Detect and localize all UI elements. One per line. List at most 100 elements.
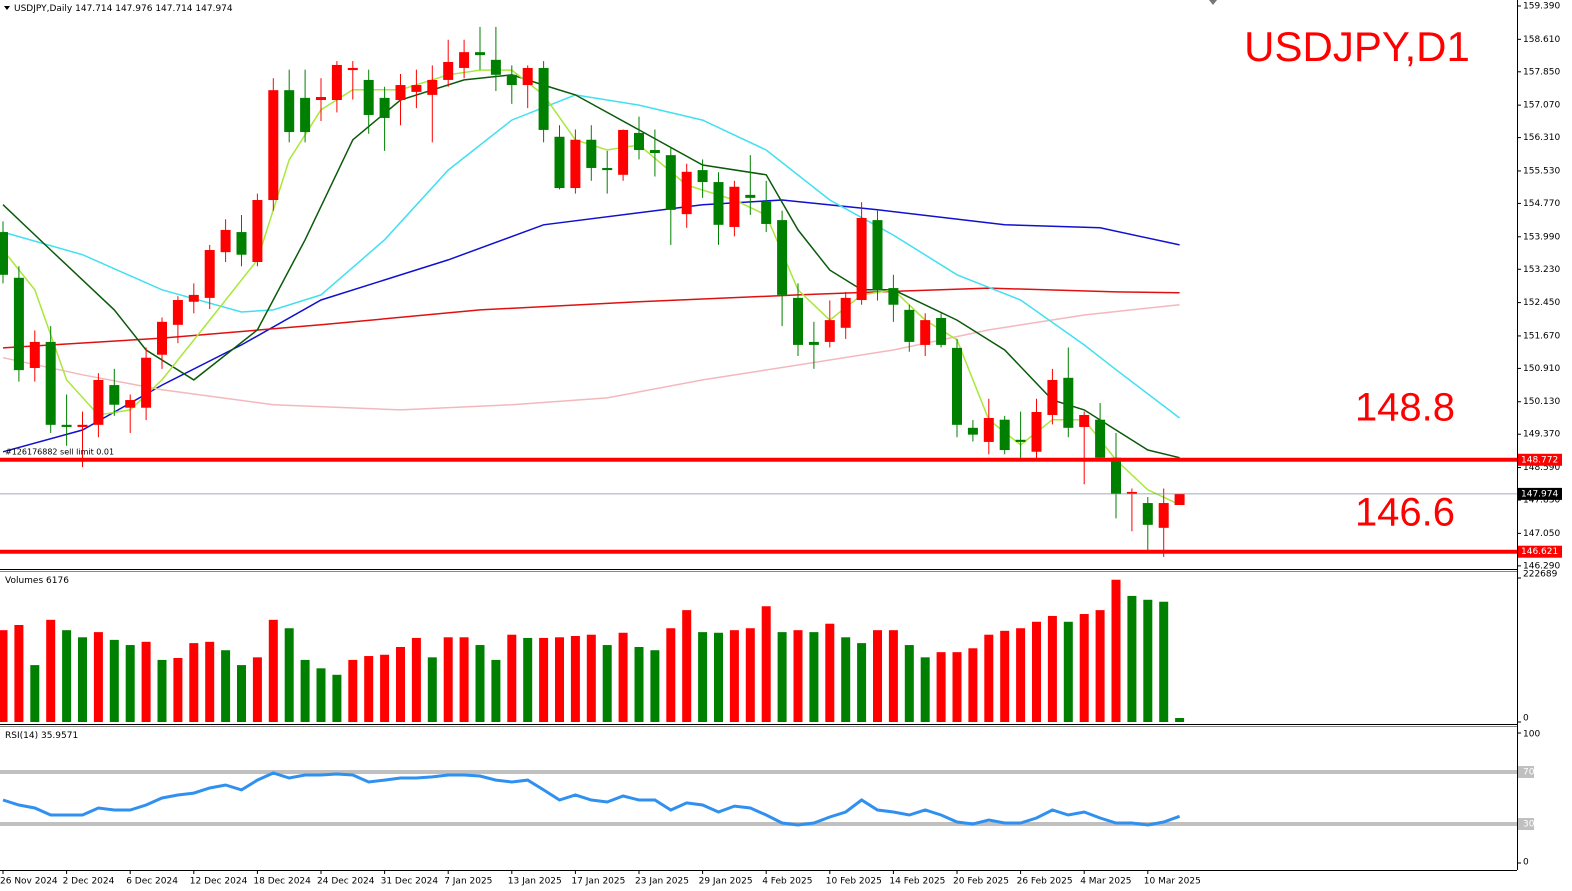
candle-body	[1142, 503, 1153, 525]
x-tick-label: 20 Feb 2025	[953, 877, 1009, 887]
candle-body	[443, 61, 454, 80]
candle-body	[586, 139, 597, 168]
volume-bar	[300, 659, 310, 722]
level-axis-label: 146.621	[1521, 547, 1558, 557]
level-axis-label: 148.772	[1521, 455, 1558, 465]
candle-body	[1095, 419, 1106, 458]
volume-bar	[841, 637, 851, 722]
y-tick-label: 159.390	[1523, 1, 1560, 11]
candle-body	[459, 52, 470, 68]
candle-body	[61, 424, 72, 427]
candle-body	[936, 317, 947, 345]
candle-body	[570, 139, 581, 189]
volume-bar	[936, 652, 946, 722]
volume-bar	[0, 630, 8, 722]
candle-body	[252, 200, 263, 262]
moving-average	[2, 69, 1180, 506]
x-tick-label: 13 Jan 2025	[508, 877, 562, 887]
low: 147.714	[155, 4, 192, 14]
volume-bar	[1127, 595, 1137, 722]
volume-bar	[1000, 630, 1010, 722]
candle-body	[872, 220, 883, 290]
volume-bar	[507, 634, 517, 722]
candle-body	[0, 232, 8, 275]
candle-body	[856, 217, 867, 301]
menu-arrow	[4, 6, 10, 10]
candle-body	[554, 136, 565, 189]
moving-average	[2, 199, 1180, 453]
volume-bar	[793, 630, 803, 722]
candle-body	[300, 97, 311, 133]
candle-body	[793, 297, 803, 345]
candle-body	[920, 320, 931, 345]
candle-body	[395, 85, 406, 101]
x-tick-label: 26 Nov 2024	[0, 877, 58, 887]
volume-bar	[189, 643, 199, 722]
candle-body	[649, 150, 660, 154]
candle-body	[188, 294, 199, 302]
candle-body	[347, 67, 358, 71]
candle-body	[93, 379, 104, 425]
y-tick-label: 147.050	[1523, 529, 1560, 539]
volume-bar	[570, 635, 580, 722]
x-tick-label: 31 Dec 2024	[381, 877, 439, 887]
volume-current: 6176	[46, 576, 69, 586]
high: 147.976	[115, 4, 152, 14]
volume-bar	[634, 646, 644, 722]
volume-bar	[1143, 599, 1153, 722]
x-tick-label: 14 Feb 2025	[889, 877, 945, 887]
volume-bar	[459, 637, 469, 722]
volume-bar	[825, 623, 835, 722]
candle-body	[284, 90, 295, 133]
volume-bar	[666, 628, 676, 722]
volume-bar	[1111, 579, 1121, 722]
moving-average	[2, 303, 1180, 411]
volume-bar	[618, 632, 628, 722]
candle-body	[45, 341, 56, 425]
candle-body	[172, 300, 183, 325]
candle-body	[141, 357, 152, 408]
volume-name: Volumes	[5, 576, 43, 586]
volume-bar	[348, 659, 358, 722]
y-tick-label: 151.670	[1523, 331, 1560, 341]
y-tick-label: 156.310	[1523, 133, 1560, 143]
volume-bar	[1159, 601, 1169, 722]
level-label: 146.6	[1355, 491, 1455, 535]
rsi-line	[2, 771, 1181, 827]
candle-body	[204, 250, 215, 298]
candle-body	[808, 341, 819, 345]
volume-bar	[284, 628, 294, 722]
volume-bar	[984, 634, 994, 722]
volume-bar	[523, 637, 533, 722]
volume-bar	[714, 632, 723, 722]
candle-body	[1158, 503, 1169, 528]
moving-average	[2, 287, 1180, 349]
volume-bar	[237, 665, 246, 722]
rsi-title: RSI(14) 35.9571	[5, 731, 78, 741]
candle-body	[475, 52, 485, 56]
volume-bar	[268, 619, 278, 722]
candle-body	[490, 59, 501, 75]
volume-bar	[1079, 614, 1089, 722]
x-tick-label: 12 Dec 2024	[190, 877, 248, 887]
candle-body	[363, 79, 374, 115]
rsi-tick-label: 100	[1523, 730, 1540, 740]
volume-bar	[396, 646, 405, 722]
volume-bar	[364, 656, 374, 722]
volume-bar	[698, 632, 708, 722]
candle-body	[411, 85, 422, 92]
candle-body	[713, 182, 724, 225]
volume-bar	[427, 657, 437, 722]
volume-bar	[745, 628, 755, 722]
x-tick-label: 10 Mar 2025	[1144, 877, 1201, 887]
x-tick-label: 10 Feb 2025	[826, 877, 882, 887]
candle-body	[157, 321, 167, 355]
y-tick-label: 146.290	[1523, 561, 1560, 571]
y-tick-label: 149.370	[1523, 430, 1560, 440]
volume-bar	[491, 659, 501, 722]
shift-marker	[1209, 0, 1217, 5]
candle-body	[379, 97, 390, 118]
current-price-label: 147.974	[1521, 489, 1558, 499]
x-tick-label: 6 Dec 2024	[126, 877, 178, 887]
